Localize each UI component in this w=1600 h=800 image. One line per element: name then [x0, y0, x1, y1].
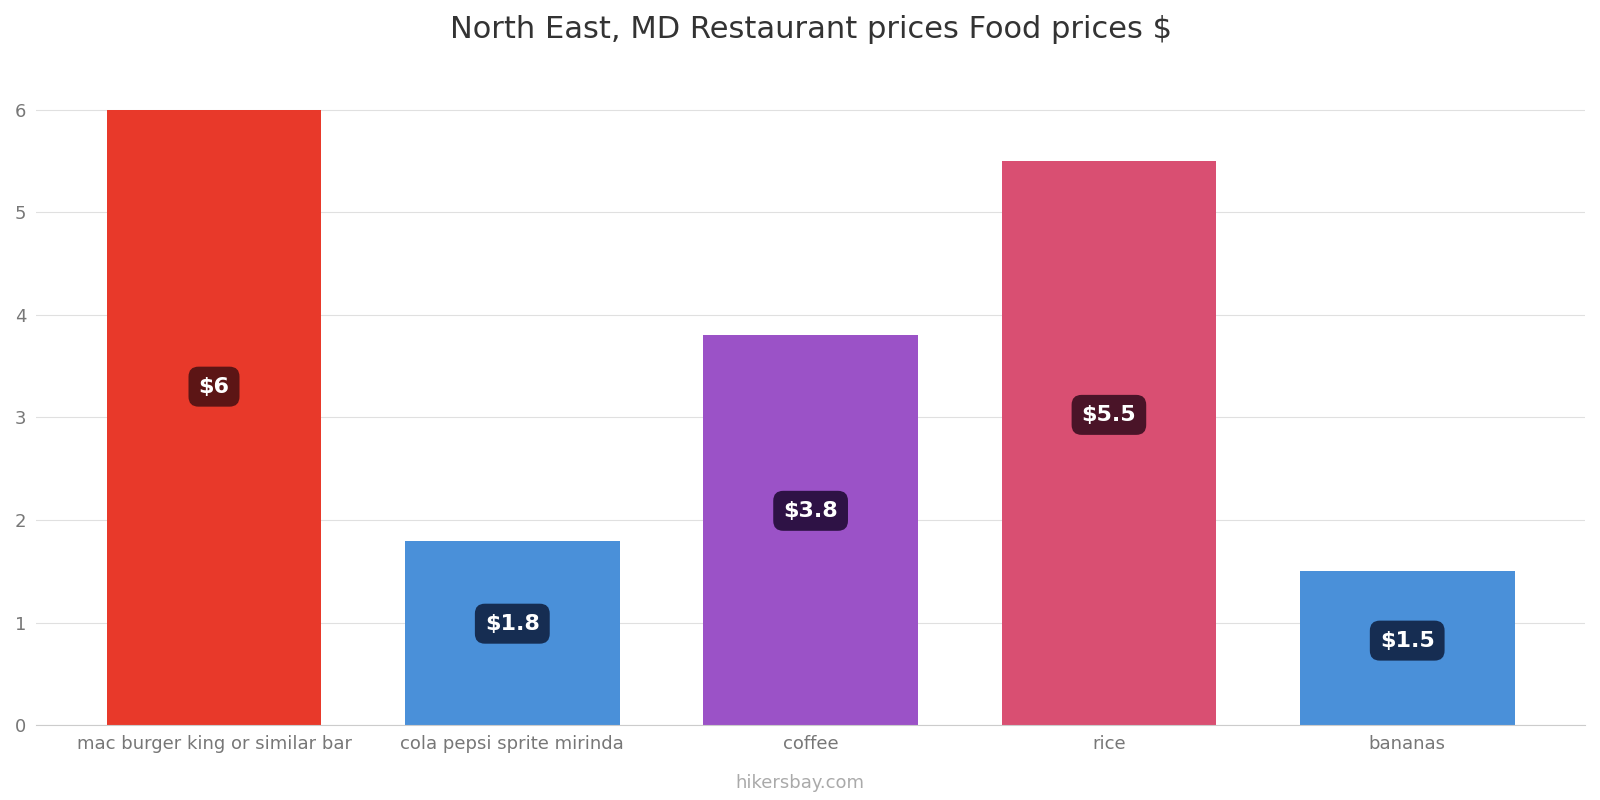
Bar — [704, 335, 918, 726]
Text: hikersbay.com: hikersbay.com — [736, 774, 864, 792]
Bar — [1002, 161, 1216, 726]
Bar — [1299, 571, 1515, 726]
Bar — [107, 110, 322, 726]
Bar — [405, 541, 619, 726]
Text: $1.5: $1.5 — [1379, 630, 1435, 650]
Text: $3.8: $3.8 — [784, 501, 838, 521]
Text: $6: $6 — [198, 377, 229, 397]
Text: $1.8: $1.8 — [485, 614, 539, 634]
Title: North East, MD Restaurant prices Food prices $: North East, MD Restaurant prices Food pr… — [450, 15, 1171, 44]
Text: $5.5: $5.5 — [1082, 405, 1136, 425]
